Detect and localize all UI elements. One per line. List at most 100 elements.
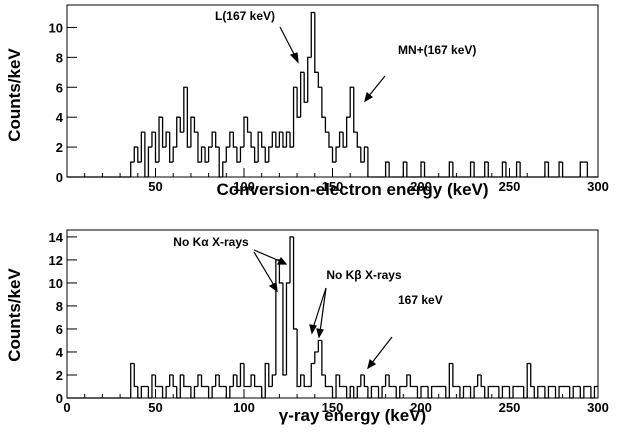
arrow: [279, 26, 297, 59]
histogram-bin: [282, 132, 287, 148]
histogram-bin: [423, 162, 429, 178]
histogram-bin: [377, 386, 383, 399]
plot-frame: [66, 229, 599, 399]
histogram-bin: [346, 386, 351, 399]
histogram-bin: [317, 339, 322, 352]
histogram-bin: [321, 340, 326, 376]
histogram-bin: [321, 87, 326, 118]
histogram-bin: [133, 363, 138, 388]
histogram-bin: [349, 86, 354, 118]
histogram-bin: [303, 374, 308, 388]
histogram-bin: [190, 386, 195, 399]
histogram-bin: [144, 132, 149, 178]
histogram-bin: [282, 282, 287, 376]
histogram-bin: [158, 116, 163, 163]
y-tick-label: 10: [49, 276, 63, 291]
histogram-bin: [554, 386, 560, 399]
arrowhead: [309, 324, 317, 335]
histogram-bin: [215, 132, 220, 148]
histogram-bin: [508, 386, 514, 399]
histogram-bin: [484, 161, 489, 177]
x-tick-label: 250: [499, 400, 521, 415]
histogram-bin: [317, 72, 322, 88]
histogram-bin: [278, 131, 283, 148]
histogram-bin: [130, 161, 135, 177]
histogram-bin: [310, 362, 315, 387]
x-axis-title: Conversion-electron energy (keV): [216, 180, 488, 199]
histogram-bin: [222, 161, 227, 177]
annotation: No Kα X-rays: [173, 235, 249, 249]
histogram-bin: [310, 11, 315, 58]
histogram-bin: [154, 374, 160, 388]
histogram-bin: [299, 71, 305, 118]
y-tick-label: 14: [49, 230, 64, 245]
histogram-bin: [547, 385, 552, 398]
histogram-bin: [207, 146, 213, 163]
histogram-bin: [427, 386, 432, 399]
histogram-bin: [445, 386, 450, 399]
histogram-bin: [151, 374, 156, 398]
histogram-bin: [179, 117, 184, 133]
histogram-bin: [487, 162, 492, 178]
histogram-bin: [399, 385, 404, 398]
histogram-bin: [271, 374, 276, 387]
histogram-bin: [257, 131, 262, 163]
histogram-bin: [250, 132, 255, 148]
x-tick-label: 150: [322, 400, 344, 415]
histogram-bin: [161, 117, 167, 148]
histogram-bin: [147, 386, 152, 399]
histogram-bin: [505, 162, 510, 178]
histogram-bin: [140, 131, 145, 163]
histogram-bin: [349, 385, 354, 398]
histogram-bin: [289, 236, 294, 283]
histogram-bin: [558, 161, 563, 177]
histogram-bin: [590, 386, 595, 399]
histogram-bin: [353, 386, 358, 399]
histogram-bin: [261, 132, 266, 148]
x-tick-label: 50: [148, 400, 162, 415]
histogram-bin: [484, 386, 489, 399]
histogram-bin: [296, 328, 301, 388]
histogram-bin: [388, 162, 393, 178]
histogram-bin: [342, 132, 347, 148]
histogram-bin: [501, 161, 506, 177]
histogram-bin: [324, 117, 329, 133]
histogram-bin: [176, 386, 181, 399]
annotation: MN+(167 keV): [398, 43, 476, 57]
y-tick-label: 4: [56, 345, 64, 360]
histogram-bin: [335, 146, 340, 163]
histogram-bin: [165, 131, 170, 148]
histogram-bin: [186, 87, 191, 148]
histogram-bin: [406, 162, 411, 178]
histogram-bin: [533, 386, 538, 399]
histogram-bin: [204, 147, 209, 163]
histogram-bin: [225, 386, 230, 399]
x-tick-label: 300: [587, 400, 609, 415]
histogram-bin: [133, 146, 138, 163]
histogram-bin: [137, 147, 142, 163]
histogram-bin: [271, 131, 276, 148]
histogram-bin: [367, 386, 372, 399]
histogram-bin: [154, 132, 160, 163]
histogram-bin: [218, 147, 223, 178]
histogram-bin: [338, 131, 344, 148]
arrow: [367, 75, 386, 98]
histogram-bin: [448, 362, 453, 398]
histogram-bin: [360, 147, 365, 163]
histogram-bin: [353, 87, 358, 133]
histogram-bin: [331, 386, 337, 399]
x-tick-label: 100: [233, 179, 255, 194]
histogram-bin: [395, 386, 400, 399]
histogram-bin: [360, 374, 365, 387]
histogram-bin: [473, 162, 478, 178]
y-axis-title: Counts/keV: [5, 48, 24, 142]
histogram-bin: [193, 117, 198, 133]
histogram-bin: [137, 386, 142, 399]
histogram-bin: [261, 386, 266, 399]
histogram-bin: [406, 374, 411, 387]
histogram-bin: [544, 386, 549, 399]
histogram-bin: [324, 374, 329, 388]
annotation: 167 keV: [398, 293, 443, 307]
y-axis-title: Counts/keV: [5, 268, 24, 362]
y-tick-label: 8: [56, 299, 63, 314]
